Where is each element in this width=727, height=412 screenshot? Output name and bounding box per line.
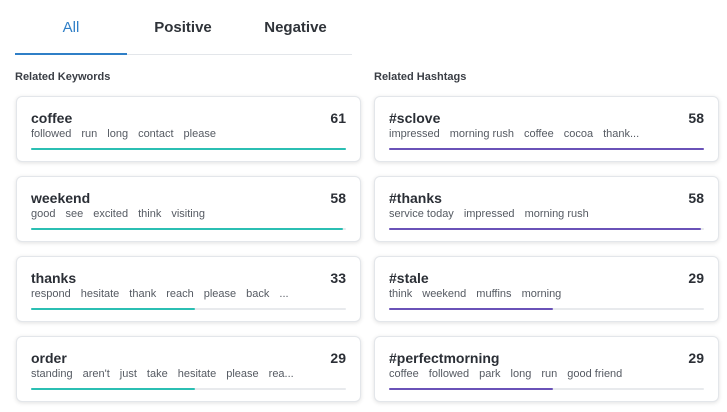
related-term: think <box>389 288 413 300</box>
related-term: aren't <box>82 368 110 380</box>
hashtag-name: #thanks <box>389 190 442 206</box>
related-term: morning rush <box>449 128 514 140</box>
hashtag-related-terms: impressed morning rush coffee cocoa thank... <box>389 128 678 140</box>
related-hashtags-heading: Related Hashtags <box>374 71 467 83</box>
hashtag-count: 58 <box>688 110 704 126</box>
related-term: cocoa <box>563 128 594 140</box>
keyword-volume-bar <box>31 228 346 230</box>
keyword-related-terms: standing aren't just take hesitate please rea.… <box>31 368 320 380</box>
keyword-volume-bar-fill <box>31 388 195 390</box>
related-term: service today <box>389 208 454 220</box>
hashtags-list: #sclove 58 impressed morning rush coffee coco… <box>374 96 719 412</box>
hashtag-volume-bar-fill <box>389 228 701 230</box>
keyword-card[interactable]: weekend 58 good see excited think visiting <box>16 176 361 242</box>
related-term: followed <box>31 128 72 140</box>
related-term: thank <box>129 288 157 300</box>
related-term: good <box>31 208 56 220</box>
hashtag-related-terms: coffee followed park long run good friend <box>389 368 678 380</box>
hashtag-card[interactable]: #sclove 58 impressed morning rush coffee coco… <box>374 96 719 162</box>
related-term: run <box>541 368 558 380</box>
hashtag-volume-bar-fill <box>389 148 704 150</box>
related-term: long <box>510 368 532 380</box>
related-term: please <box>203 288 237 300</box>
hashtag-card[interactable]: #thanks 58 service today impressed morning r… <box>374 176 719 242</box>
related-term: good friend <box>567 368 623 380</box>
related-term: please <box>183 128 216 140</box>
keyword-volume-bar <box>31 308 346 310</box>
related-term: morning rush <box>524 208 589 220</box>
related-term: standing <box>31 368 73 380</box>
keyword-volume-bar <box>31 388 346 390</box>
related-term: weekend <box>422 288 467 300</box>
related-term: reach <box>166 288 194 300</box>
related-term: run <box>81 128 98 140</box>
related-term: coffee <box>389 368 419 380</box>
sentiment-tabs: All Positive Negative <box>15 0 352 55</box>
keyword-card[interactable]: coffee 61 followed run long contact please <box>16 96 361 162</box>
keyword-count: 29 <box>330 350 346 366</box>
keyword-count: 58 <box>330 190 346 206</box>
hashtag-volume-bar <box>389 148 704 150</box>
related-term: contact <box>138 128 174 140</box>
related-term: visiting <box>171 208 205 220</box>
hashtag-related-terms: think weekend muffins morning <box>389 288 678 300</box>
related-term: hesitate <box>80 288 120 300</box>
keyword-related-terms: followed run long contact please <box>31 128 320 140</box>
related-term: just <box>119 368 137 380</box>
keyword-volume-bar <box>31 148 346 150</box>
keyword-volume-bar-fill <box>31 308 195 310</box>
keyword-name: weekend <box>31 190 91 206</box>
keyword-card[interactable]: thanks 33 respond hesitate thank reach please b… <box>16 256 361 322</box>
related-term: impressed <box>389 128 440 140</box>
hashtag-volume-bar <box>389 228 704 230</box>
keyword-related-terms: good see excited think visiting <box>31 208 320 220</box>
related-term: please <box>226 368 259 380</box>
keywords-list: coffee 61 followed run long contact please week… <box>16 96 361 412</box>
related-term: followed <box>428 368 470 380</box>
hashtag-name: #stale <box>389 270 429 286</box>
hashtag-name: #sclove <box>389 110 441 126</box>
keyword-count: 33 <box>330 270 346 286</box>
related-term: take <box>146 368 168 380</box>
hashtag-count: 29 <box>688 350 704 366</box>
keyword-card[interactable]: order 29 standing aren't just take hesitate ple… <box>16 336 361 402</box>
hashtag-related-terms: service today impressed morning rush <box>389 208 678 220</box>
related-term: ... <box>279 288 289 300</box>
related-term: coffee <box>523 128 554 140</box>
keyword-name: thanks <box>31 270 77 286</box>
related-term: thank... <box>603 128 640 140</box>
related-term: morning <box>521 288 562 300</box>
related-term: back <box>246 288 270 300</box>
hashtag-card[interactable]: #stale 29 think weekend muffins morning <box>374 256 719 322</box>
hashtag-count: 29 <box>688 270 704 286</box>
hashtag-volume-bar <box>389 308 704 310</box>
keyword-volume-bar-fill <box>31 148 346 150</box>
related-term: rea... <box>268 368 294 380</box>
keyword-related-terms: respond hesitate thank reach please back... <box>31 288 320 300</box>
tab-all[interactable]: All <box>15 0 127 55</box>
related-term: long <box>107 128 129 140</box>
hashtag-volume-bar-fill <box>389 388 553 390</box>
hashtag-name: #perfectmorning <box>389 350 500 366</box>
hashtag-count: 58 <box>688 190 704 206</box>
keyword-count: 61 <box>330 110 346 126</box>
related-keywords-heading: Related Keywords <box>15 71 111 83</box>
hashtag-volume-bar-fill <box>389 308 553 310</box>
tab-positive[interactable]: Positive <box>154 18 212 36</box>
related-term: impressed <box>463 208 515 220</box>
hashtag-volume-bar <box>389 388 704 390</box>
related-term: think <box>138 208 162 220</box>
related-term: excited <box>93 208 129 220</box>
related-term: park <box>479 368 501 380</box>
keyword-name: order <box>31 350 67 366</box>
keyword-volume-bar-fill <box>31 228 343 230</box>
related-term: muffins <box>476 288 512 300</box>
related-term: respond <box>31 288 71 300</box>
related-term: see <box>65 208 84 220</box>
hashtag-card[interactable]: #perfectmorning 29 coffee followed park long r… <box>374 336 719 402</box>
related-term: hesitate <box>177 368 217 380</box>
tab-negative[interactable]: Negative <box>264 18 327 36</box>
keyword-name: coffee <box>31 110 73 126</box>
